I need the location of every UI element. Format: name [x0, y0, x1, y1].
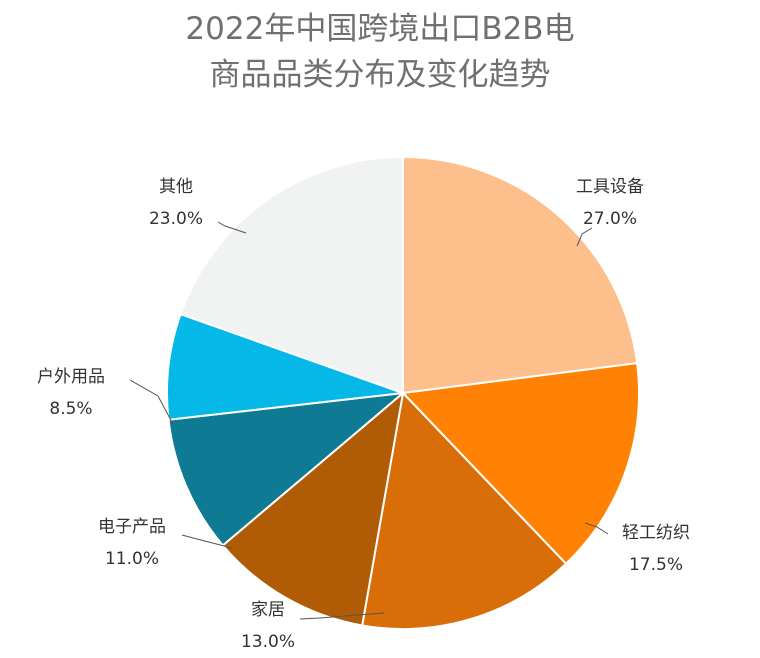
- slice-value-label: 17.5%: [629, 555, 683, 575]
- slice-value-label: 27.0%: [583, 209, 637, 229]
- pie-slice: [400, 361, 640, 566]
- chart-title-line1: 2022年中国跨境出口B2B电: [185, 11, 575, 47]
- chart-title-line2: 商品品类分布及变化趋势: [209, 57, 551, 93]
- slice-label: 工具设备: [576, 177, 644, 197]
- leader-line: [299, 612, 385, 620]
- pie-slice: [361, 390, 568, 630]
- slice-label: 电子产品: [98, 517, 166, 537]
- leader-line: [181, 534, 233, 549]
- slice-label: 户外用品: [37, 367, 105, 387]
- slice-value-label: 11.0%: [105, 549, 159, 569]
- slice-value-label: 13.0%: [241, 632, 295, 652]
- chart-title: 2022年中国跨境出口B2B电 商品品类分布及变化趋势: [0, 6, 760, 98]
- pie-slice: [402, 155, 639, 395]
- pie-slice: [179, 155, 404, 395]
- pie-slice: [166, 312, 404, 421]
- slice-label: 其他: [159, 177, 193, 197]
- pie-slice: [221, 390, 405, 627]
- slice-label: 轻工纺织: [622, 523, 690, 543]
- leader-line: [584, 522, 609, 535]
- slice-value-label: 8.5%: [49, 399, 92, 419]
- leader-line: [217, 221, 247, 234]
- slice-label: 家居: [251, 600, 285, 620]
- slice-value-label: 23.0%: [149, 209, 203, 229]
- pie-slice: [167, 391, 407, 547]
- leader-line: [576, 227, 593, 247]
- leader-line: [129, 379, 174, 425]
